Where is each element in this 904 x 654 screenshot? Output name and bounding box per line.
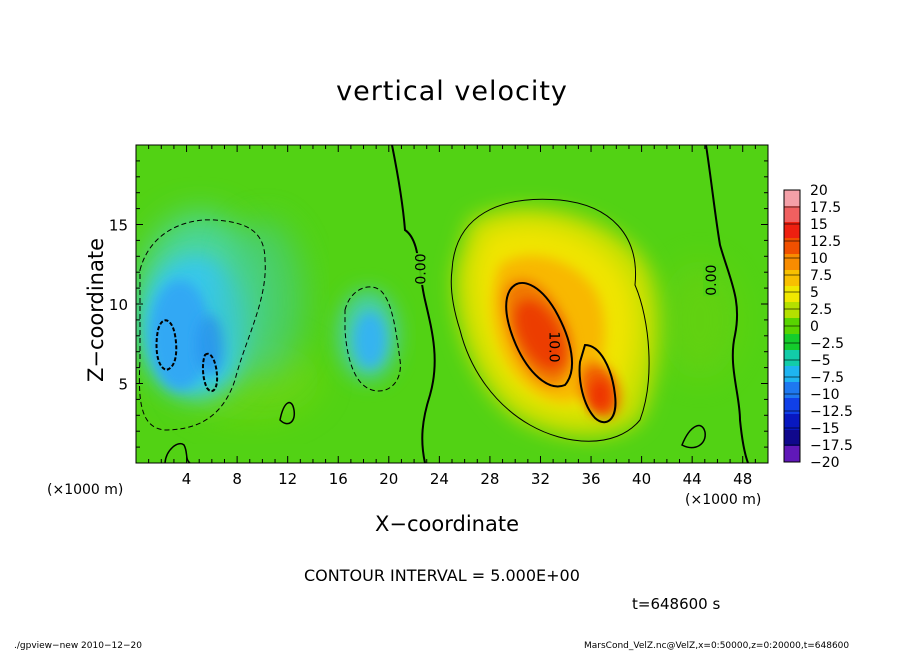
- contour-interval-text: CONTOUR INTERVAL = 5.000E+00: [304, 566, 580, 585]
- colorbar-swatch: [784, 382, 800, 399]
- contour-five-plume: [450, 198, 650, 442]
- x-tick-label: 28: [480, 470, 499, 488]
- contour-zero-right: [705, 145, 749, 463]
- colorbar-swatch: [784, 350, 800, 367]
- contour-neg-ten-b: [201, 352, 219, 393]
- y-tick-label: 15: [109, 217, 128, 235]
- colorbar-swatch: [784, 286, 800, 303]
- colorbar-label: −10: [810, 387, 840, 403]
- x-tick-label: 4: [182, 470, 192, 488]
- contour-neg-ten-a: [155, 319, 178, 372]
- contour-label: 10.0: [545, 331, 561, 362]
- footer-right-text: MarsCond_VelZ.nc@VelZ,x=0:50000,z=0:2000…: [584, 641, 850, 651]
- x-tick-label: 16: [329, 470, 348, 488]
- colorbar-label: 10: [810, 251, 828, 267]
- colorbar-swatch: [784, 430, 800, 447]
- colorbar-label: −2.5: [810, 336, 844, 352]
- y-tick-label: 5: [118, 376, 128, 394]
- colorbar-label: −7.5: [810, 370, 844, 386]
- colorbar-label: −12.5: [810, 404, 853, 420]
- colorbar-swatch: [784, 302, 800, 319]
- colorbar-label: −20: [810, 455, 840, 471]
- x-tick-label: 44: [683, 470, 702, 488]
- contour-neg-five-mid: [344, 286, 401, 392]
- colorbar-label: −5: [810, 353, 831, 369]
- x-axis-unit-label: (×1000 m): [685, 492, 762, 508]
- colorbar-label: 15: [810, 217, 828, 233]
- colorbar-swatch: [784, 254, 800, 271]
- colorbar: 2017.51512.5107.552.50−2.5−5−7.5−10−12.5…: [783, 183, 853, 471]
- x-tick-label: 40: [632, 470, 651, 488]
- contour-label: 0.00: [704, 265, 720, 296]
- contour-ten-core-b: [578, 343, 617, 424]
- contour-label-background: [703, 264, 720, 297]
- colorbar-swatch: [784, 414, 800, 431]
- colorbar-swatch: [784, 190, 800, 207]
- contour-labels: 0.00 10.0 0.00: [412, 253, 720, 363]
- time-label: t=648600 s: [632, 595, 721, 613]
- x-axis-ticks: 4 8 12 16 20 24 28 32 36 40 44 48: [148, 145, 756, 488]
- contour-ten-core-a: [505, 281, 573, 388]
- y-tick-label: 10: [109, 296, 128, 314]
- y-axis-unit-label: (×1000 m): [47, 482, 124, 498]
- colorbar-label: 5: [810, 285, 819, 301]
- heatmap-field: [136, 145, 768, 463]
- colorbar-label: −15: [810, 421, 840, 437]
- colorbar-label: 17.5: [810, 200, 841, 216]
- contour-small-a: [164, 443, 191, 463]
- colorbar-label: 7.5: [810, 268, 832, 284]
- colorbar-swatch: [784, 270, 800, 287]
- footer-left-text: ./gpview−new 2010−12−20: [14, 641, 142, 651]
- colorbar-swatch: [784, 238, 800, 255]
- contour-lines: [138, 145, 749, 463]
- x-tick-label: 36: [581, 470, 600, 488]
- colorbar-swatch: [784, 206, 800, 223]
- x-tick-label: 48: [733, 470, 752, 488]
- contour-small-c: [681, 424, 706, 449]
- colorbar-label: −17.5: [810, 438, 853, 454]
- colorbar-label: 2.5: [810, 302, 832, 318]
- colorbar-label: 0: [810, 319, 819, 335]
- colorbar-swatch: [784, 398, 800, 415]
- x-tick-label: 32: [531, 470, 550, 488]
- contour-zero-left: [391, 145, 436, 463]
- colorbar-swatch: [784, 222, 800, 239]
- contour-small-b: [279, 401, 296, 425]
- colorbar-label: 20: [810, 183, 828, 199]
- y-axis-label: Z−coordinate: [84, 238, 108, 382]
- chart-title: vertical velocity: [336, 76, 568, 107]
- contour-label: 0.00: [413, 253, 429, 284]
- y-axis-ticks: 5 10 15: [109, 160, 768, 448]
- colorbar-swatch: [784, 334, 800, 351]
- colorbar-swatch: [784, 446, 800, 463]
- x-tick-label: 24: [430, 470, 449, 488]
- colorbar-swatch: [784, 366, 800, 383]
- x-tick-label: 20: [379, 470, 398, 488]
- colorbar-label: 12.5: [810, 234, 841, 250]
- contour-label-background: [412, 253, 429, 286]
- x-tick-label: 8: [232, 470, 242, 488]
- x-tick-label: 12: [278, 470, 297, 488]
- x-axis-label: X−coordinate: [375, 512, 519, 536]
